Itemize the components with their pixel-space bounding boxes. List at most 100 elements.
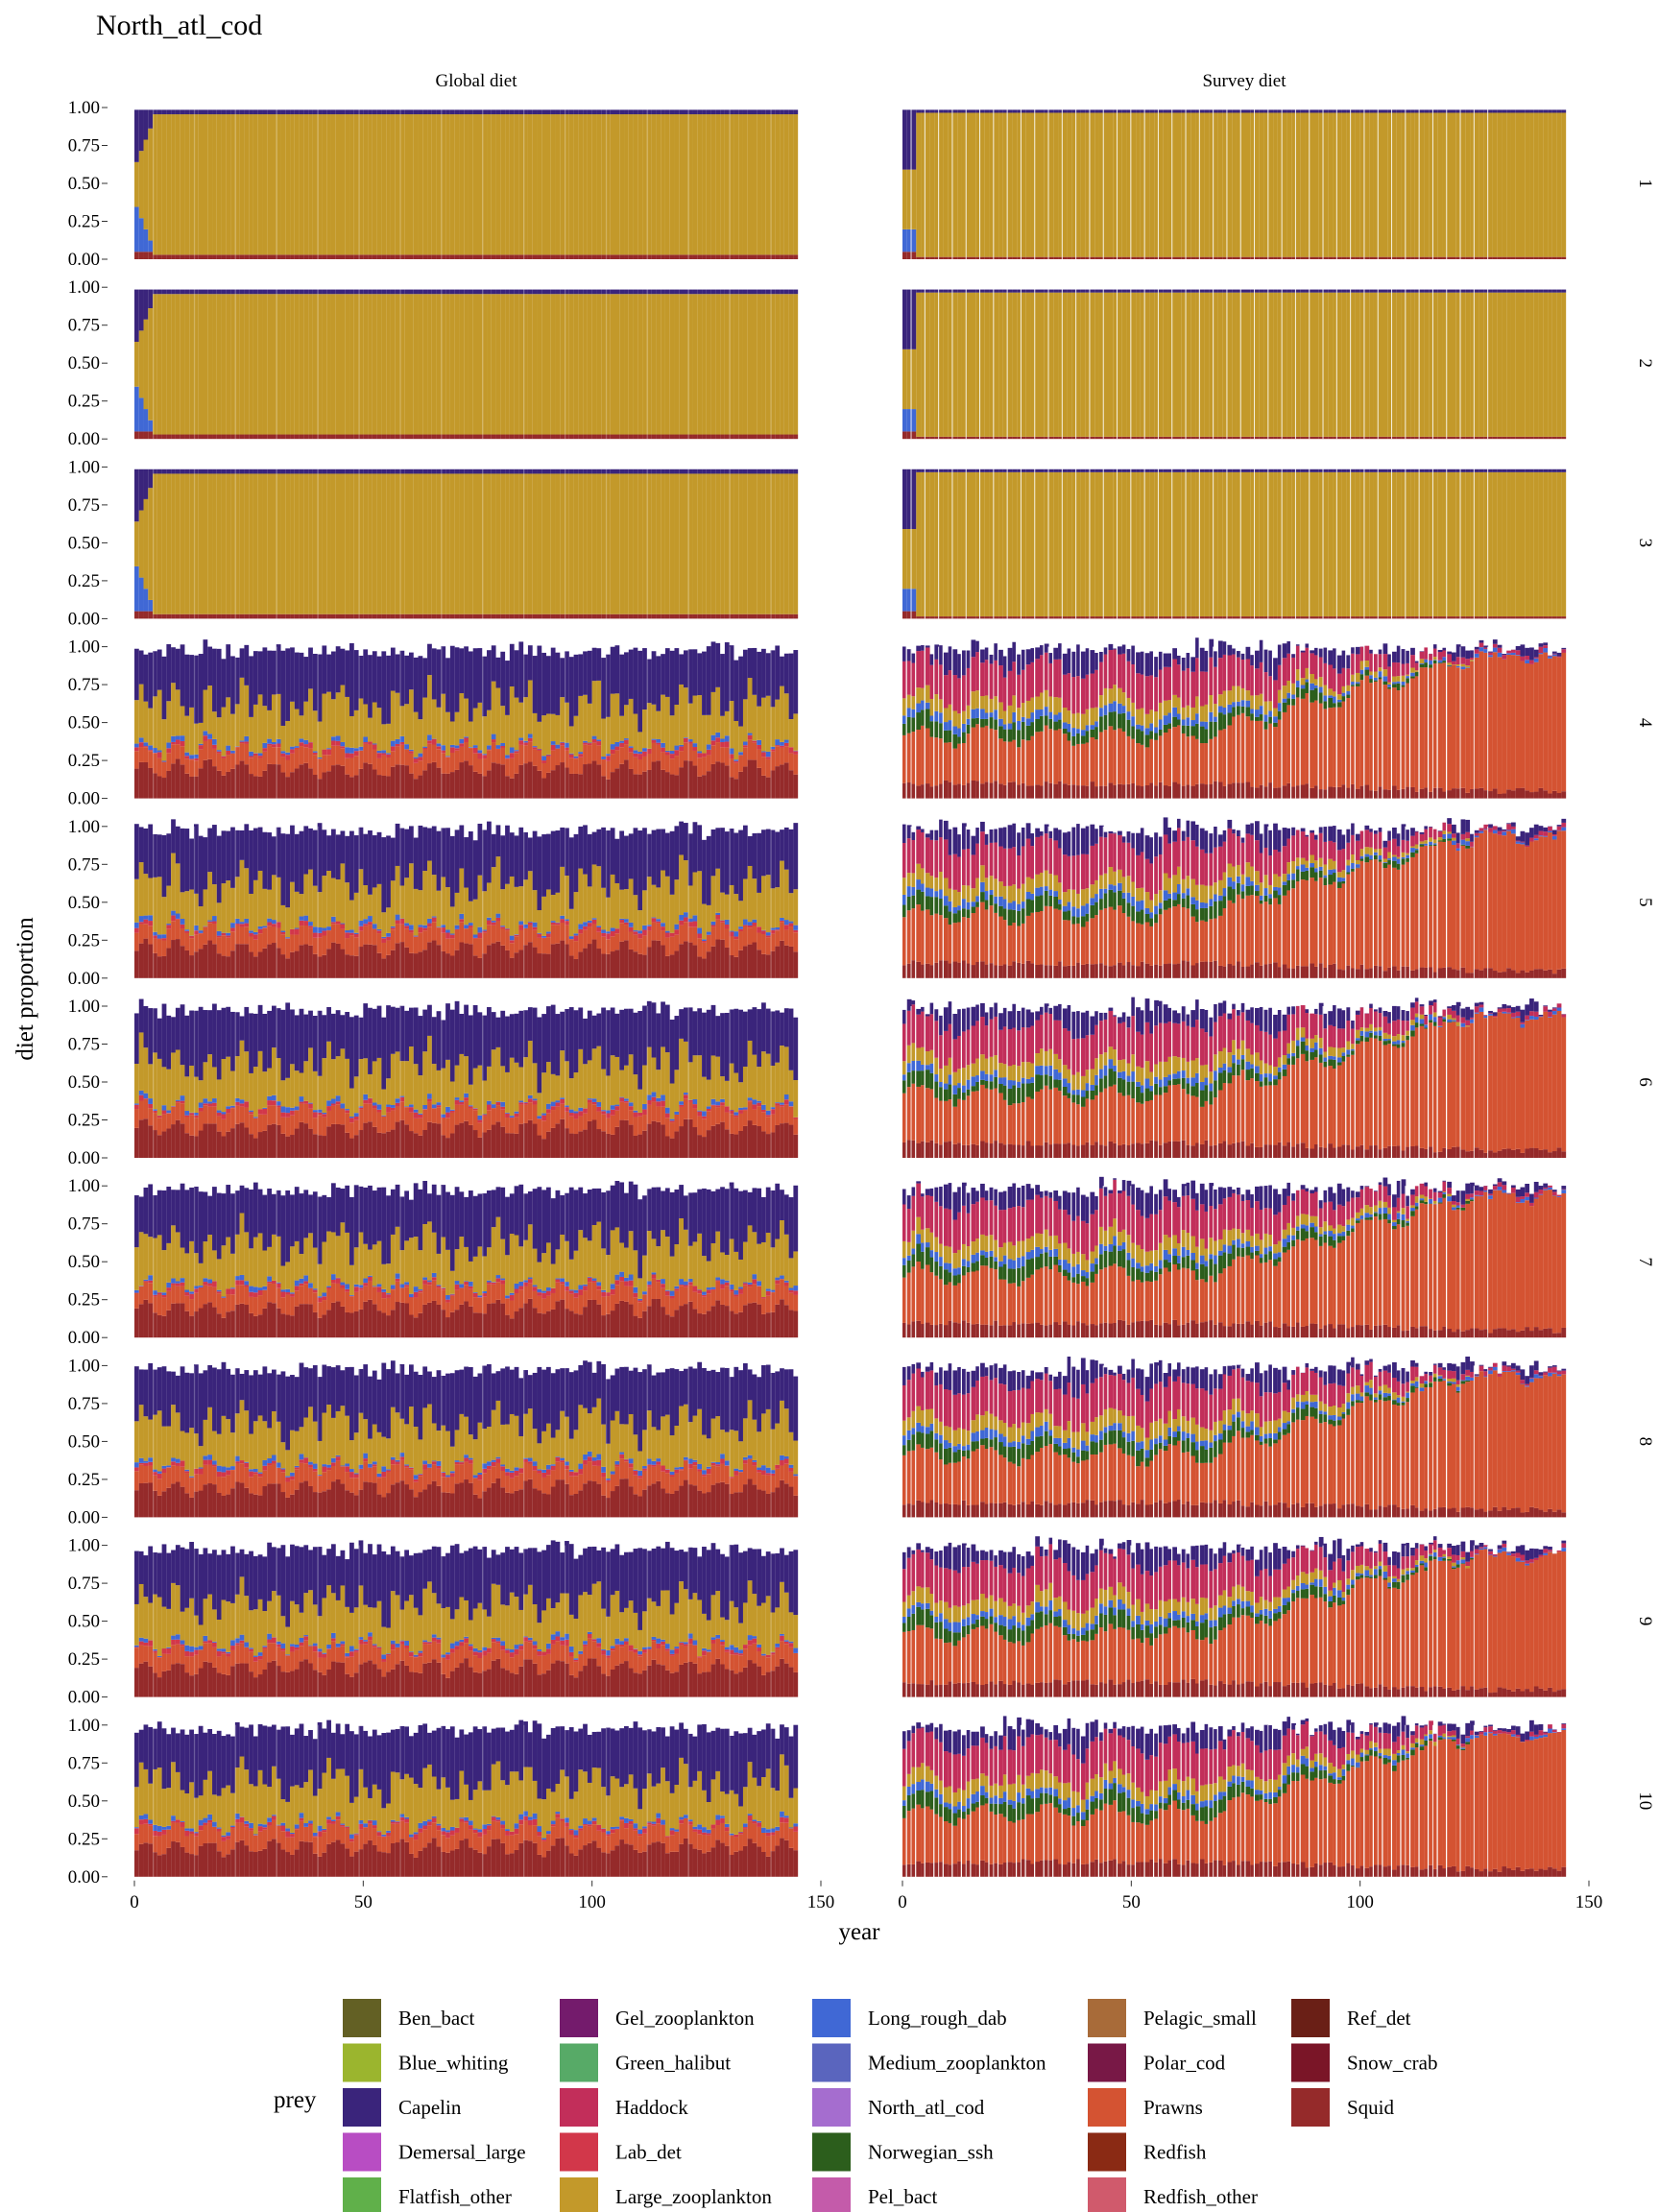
bar-segment-large_zooplankton	[487, 709, 492, 746]
bar-segment-squid	[642, 434, 647, 440]
bar-segment-squid	[1035, 436, 1040, 440]
bar-segment-norwegian_ssh	[902, 723, 906, 735]
bar-segment-squid	[664, 434, 670, 440]
bar-segment-long_rough_dab	[193, 925, 199, 931]
bar-segment-long_rough_dab	[1040, 709, 1044, 716]
bar-segment-squid	[1140, 616, 1145, 619]
bar-segment-lab_det	[679, 746, 684, 752]
bar-segment-capelin	[1502, 469, 1507, 472]
bar-segment-squid	[1510, 436, 1516, 440]
bar-segment-large_zooplankton	[1310, 471, 1314, 617]
bar-segment-squid	[948, 436, 953, 440]
bar-segment-squid	[633, 613, 638, 619]
bar-segment-capelin	[984, 109, 990, 113]
bar-segment-large_zooplankton	[1346, 471, 1352, 617]
bar-segment-squid	[1108, 256, 1114, 259]
bar-gap	[993, 467, 995, 619]
bar-segment-long_rough_dab	[335, 735, 341, 741]
bar-gap	[1391, 287, 1393, 440]
bar-segment-norwegian_ssh	[1214, 721, 1217, 737]
bar-segment-squid	[280, 254, 286, 259]
bar-segment-squid	[656, 254, 661, 259]
bar-segment-squid	[1378, 616, 1383, 619]
bar-segment-capelin	[376, 469, 382, 474]
bar-segment-norwegian_ssh	[1017, 730, 1022, 748]
bar-segment-capelin	[335, 469, 341, 474]
bar-segment-capelin	[1035, 109, 1040, 113]
bar-segment-large_zooplankton	[724, 294, 730, 435]
bar-segment-squid	[477, 434, 483, 440]
bar-segment-haddock	[984, 660, 989, 696]
bar-segment-squid	[280, 772, 286, 799]
bar-segment-squid	[1263, 786, 1269, 799]
bar-segment-squid	[568, 254, 574, 259]
bar-segment-long_rough_dab	[911, 589, 917, 612]
bar-segment-long_rough_dab	[733, 759, 739, 761]
bar-segment-squid	[902, 611, 907, 619]
bar-segment-prawns	[322, 755, 327, 773]
bar-segment-haddock	[1035, 659, 1040, 697]
bar-segment-squid	[1058, 781, 1062, 799]
bar-segment-long_rough_dab	[244, 735, 250, 742]
bar-segment-long_rough_dab	[175, 735, 180, 740]
bar-segment-capelin	[633, 647, 638, 714]
bar-segment-large_zooplankton	[299, 715, 304, 739]
bar-segment-large_zooplankton	[404, 294, 409, 435]
bar-segment-capelin	[221, 109, 227, 115]
bar-segment-squid	[1488, 436, 1493, 440]
bar-segment-large_zooplankton	[239, 473, 245, 614]
bar-segment-capelin	[312, 469, 318, 474]
bar-segment-capelin	[418, 289, 423, 295]
bar-segment-squid	[1488, 616, 1493, 619]
bar-segment-large_zooplankton	[902, 698, 906, 716]
bar-gap	[1020, 467, 1022, 619]
bar-segment-squid	[1121, 616, 1127, 619]
bar-segment-squid	[459, 613, 465, 619]
bar-segment-squid	[1300, 616, 1306, 619]
bar-segment-large_zooplankton	[733, 720, 739, 760]
bar-segment-prawns	[1506, 654, 1511, 790]
bar-segment-squid	[715, 761, 721, 799]
bar-segment-lab_det	[409, 751, 414, 754]
bar-segment-squid	[257, 254, 263, 259]
bar-segment-squid	[980, 256, 985, 259]
bar-segment-large_zooplankton	[952, 112, 958, 257]
bar-segment-haddock	[1314, 655, 1318, 680]
bar-segment-capelin	[1259, 109, 1264, 113]
bar-gap	[234, 646, 237, 799]
bar-segment-haddock	[1186, 667, 1190, 706]
bar-segment-capelin	[902, 646, 906, 661]
bar-segment-squid	[1126, 256, 1132, 259]
bar-segment-lab_det	[330, 740, 336, 746]
bar-segment-squid	[1232, 616, 1237, 619]
bar-segment-capelin	[532, 289, 538, 295]
bar-segment-capelin	[916, 469, 922, 472]
bar-segment-capelin	[505, 661, 510, 715]
bar-segment-squid	[441, 773, 446, 799]
bar-segment-capelin	[684, 469, 688, 474]
bar-segment-squid	[738, 613, 743, 619]
bar-segment-norwegian_ssh	[929, 721, 934, 737]
bar-segment-large_zooplankton	[661, 294, 665, 435]
bar-segment-large_zooplankton	[971, 292, 976, 437]
bar-segment-capelin	[1414, 289, 1420, 293]
bar-segment-large_zooplankton	[921, 112, 926, 257]
bar-segment-squid	[1424, 256, 1430, 259]
bar-segment-lab_det	[646, 748, 652, 755]
bar-segment-squid	[1240, 256, 1246, 259]
bar-gap	[979, 646, 981, 799]
bar-gap	[193, 467, 196, 619]
bar-segment-large_zooplankton	[1058, 112, 1063, 257]
bar-segment-squid	[495, 434, 501, 440]
bar-segment-long_rough_dab	[1021, 716, 1025, 722]
bar-segment-capelin	[1333, 469, 1337, 472]
bar-gap	[1459, 646, 1461, 799]
bar-segment-large_zooplankton	[308, 114, 313, 255]
bar-segment-prawns	[583, 744, 588, 765]
bar-segment-lab_det	[793, 751, 799, 755]
bar-segment-large_zooplankton	[565, 294, 569, 435]
bar-segment-squid	[427, 763, 432, 799]
bar-segment-squid	[527, 434, 533, 440]
bar-segment-large_zooplankton	[1515, 292, 1521, 437]
bar-segment-squid	[1359, 785, 1364, 799]
